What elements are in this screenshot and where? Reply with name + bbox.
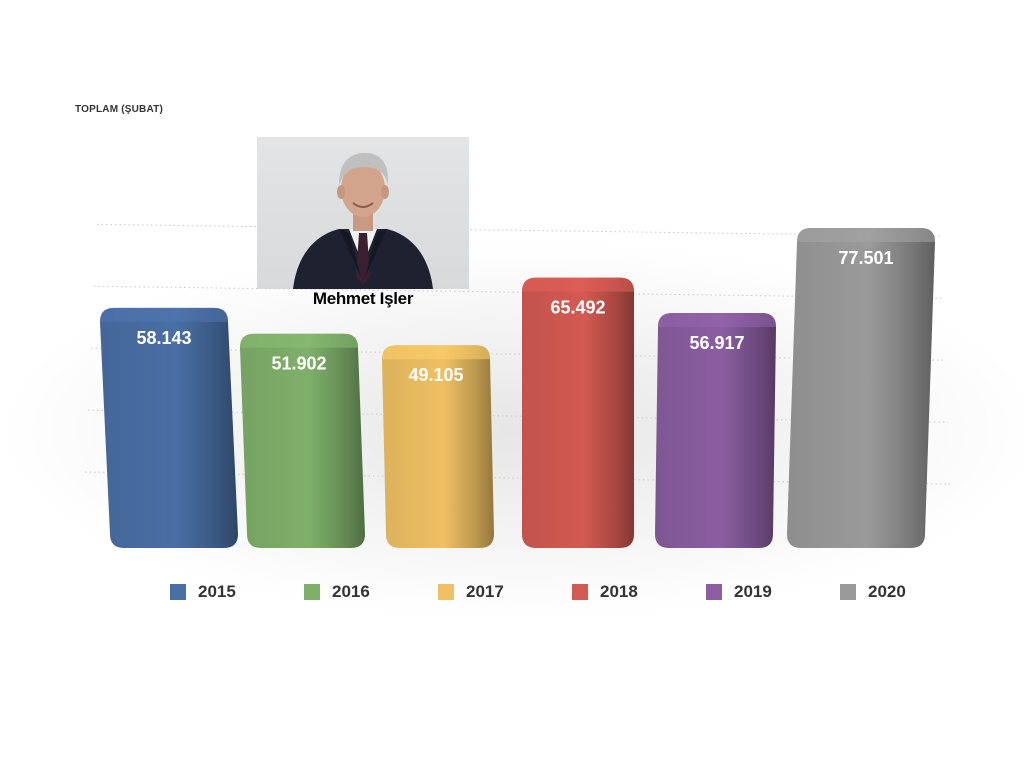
bar-value-label: 49.105: [408, 365, 463, 385]
legend-swatch: [170, 584, 186, 600]
legend-swatch: [840, 584, 856, 600]
legend-label: 2019: [734, 582, 772, 601]
legend-label: 2017: [466, 582, 504, 601]
legend-label: 2020: [868, 582, 906, 601]
bar-top-2017: [382, 345, 490, 360]
legend-swatch: [304, 584, 320, 600]
legend-swatch: [438, 584, 454, 600]
bar-value-label: 65.492: [550, 298, 605, 318]
bar-2016: [240, 333, 365, 548]
legend-item-2019: 2019: [706, 582, 772, 602]
gridline: [96, 223, 943, 237]
legend-item-2016: 2016: [304, 582, 370, 602]
legend: 2015 2016 2017 2018 2019 2020: [170, 582, 930, 604]
gridline: [90, 347, 947, 361]
legend-item-2020: 2020: [840, 582, 906, 602]
bar-top-2020: [797, 228, 935, 242]
bar-2020: [787, 228, 935, 548]
bar-top-2015: [100, 307, 228, 322]
legend-label: 2015: [198, 582, 236, 601]
portrait-photo: [257, 137, 469, 289]
legend-swatch: [572, 584, 588, 600]
legend-item-2015: 2015: [170, 582, 236, 602]
legend-item-2018: 2018: [572, 582, 638, 602]
bar-top-2018: [522, 277, 634, 292]
legend-swatch: [706, 584, 722, 600]
bar-value-label: 77.501: [838, 248, 893, 268]
bar-value-label: 58.143: [136, 328, 191, 348]
bar-2019: [655, 312, 776, 548]
legend-item-2017: 2017: [438, 582, 504, 602]
bar-top-2019: [658, 312, 776, 327]
legend-label: 2016: [332, 582, 370, 601]
person-portrait-icon: [293, 153, 433, 289]
bar-2015: [100, 307, 238, 548]
legend-label: 2018: [600, 582, 638, 601]
bar-2018: [522, 277, 634, 548]
bar-value-label: 51.902: [271, 354, 326, 374]
bar-value-label: 56.917: [689, 333, 744, 353]
bar-2017: [382, 345, 494, 548]
photo-caption: Mehmet Işler: [312, 289, 414, 308]
chart-title: TOPLAM (ŞUBAT): [75, 104, 163, 115]
bar-top-2016: [240, 333, 358, 348]
